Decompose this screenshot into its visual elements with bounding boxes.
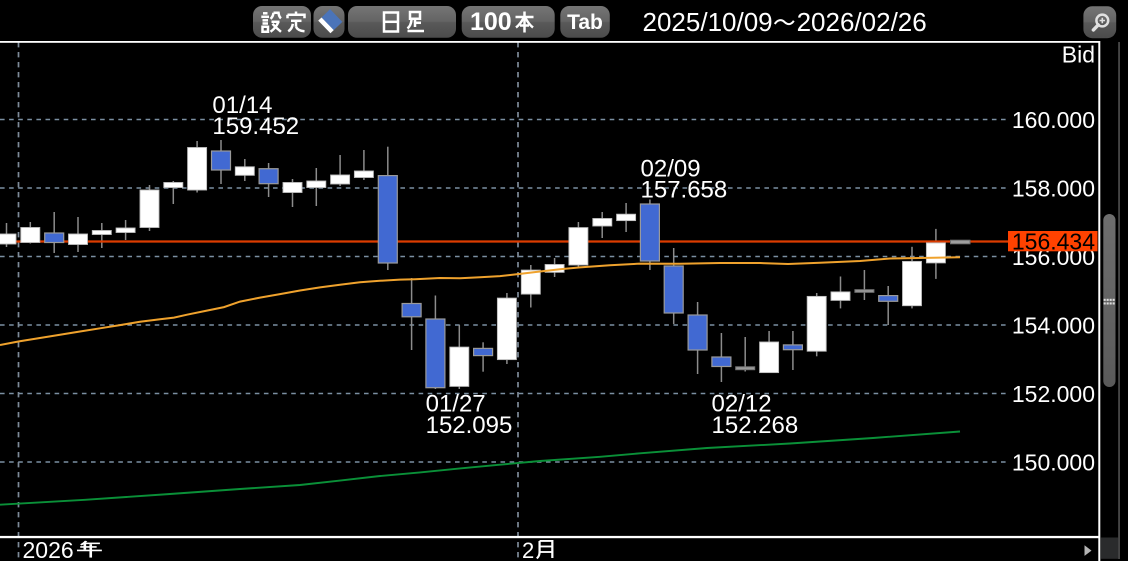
svg-text:157.658: 157.658 <box>641 176 728 203</box>
svg-text:152.095: 152.095 <box>426 412 513 439</box>
svg-text:Bid: Bid <box>1062 42 1095 68</box>
svg-text:160.000: 160.000 <box>1012 107 1095 133</box>
svg-text:02/09: 02/09 <box>641 155 701 182</box>
svg-text:154.000: 154.000 <box>1012 312 1095 338</box>
svg-text:01/27: 01/27 <box>426 391 486 418</box>
svg-text:02/12: 02/12 <box>712 391 772 418</box>
svg-text:158.000: 158.000 <box>1012 175 1095 201</box>
svg-text:150.000: 150.000 <box>1012 449 1095 475</box>
svg-text:152.268: 152.268 <box>712 412 799 439</box>
svg-text:2: 2 <box>522 538 534 561</box>
svg-text:Tab: Tab <box>567 11 603 34</box>
svg-text:156.434: 156.434 <box>1012 228 1095 254</box>
svg-text:2026: 2026 <box>23 537 74 561</box>
svg-text:152.000: 152.000 <box>1012 381 1095 407</box>
svg-text:01/14: 01/14 <box>212 92 272 119</box>
svg-text:100: 100 <box>470 8 512 36</box>
svg-text:2025/10/09: 2025/10/09 <box>643 7 773 37</box>
svg-text:2026/02/26: 2026/02/26 <box>797 7 927 37</box>
svg-text:159.452: 159.452 <box>212 113 299 140</box>
